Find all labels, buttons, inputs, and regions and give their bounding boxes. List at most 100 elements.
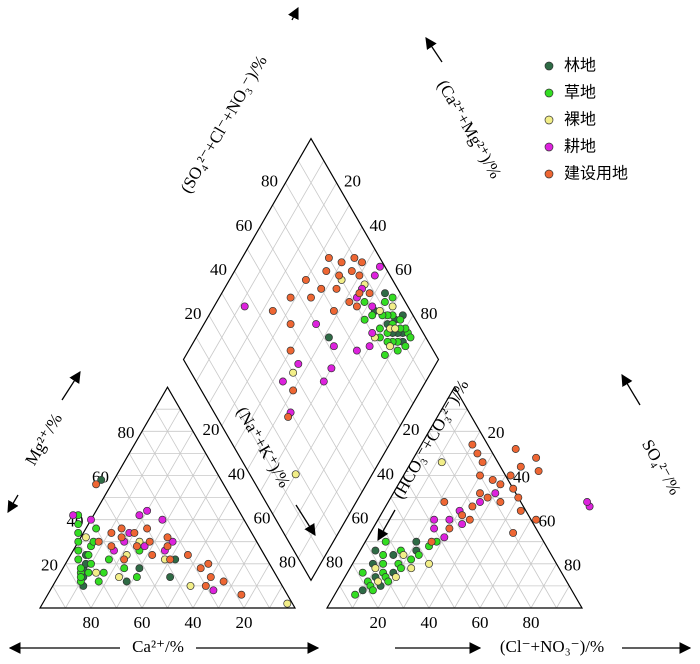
data-point	[278, 377, 287, 386]
grid-line	[154, 409, 270, 609]
tick-label: 80	[261, 172, 278, 191]
data-point	[329, 306, 338, 315]
tick-label: 40	[513, 467, 530, 486]
grid-line	[192, 519, 245, 609]
data-point	[130, 528, 139, 537]
data-point	[352, 346, 361, 355]
data-point	[391, 324, 400, 333]
data-point	[368, 329, 377, 337]
data-point	[135, 511, 144, 520]
data-point	[148, 551, 157, 559]
data-point	[324, 253, 333, 262]
data-point	[329, 342, 338, 351]
data-point	[143, 524, 152, 533]
data-point	[286, 293, 295, 302]
data-point	[322, 267, 331, 276]
grid-line	[243, 563, 270, 609]
data-point	[337, 258, 346, 267]
data-point	[104, 555, 113, 564]
arrow-mg	[61, 371, 81, 401]
tick-label: 40	[185, 613, 202, 632]
data-point	[368, 586, 377, 595]
data-point	[388, 293, 397, 302]
data-point	[468, 502, 477, 511]
data-points	[69, 253, 594, 608]
grid-line	[128, 453, 219, 609]
tick-label: 40	[210, 260, 227, 279]
tick-label: 20	[236, 613, 253, 632]
data-point	[307, 293, 315, 302]
data-point	[430, 524, 439, 533]
data-point	[74, 546, 83, 555]
data-point	[196, 564, 205, 573]
grid-line	[269, 585, 283, 609]
data-point	[289, 368, 298, 377]
grid-line	[479, 519, 532, 609]
grid-line	[530, 563, 557, 609]
data-point	[206, 573, 215, 582]
tick-label: 60	[395, 260, 412, 279]
data-point	[284, 412, 293, 421]
data-point	[401, 342, 410, 351]
grid-line	[103, 497, 168, 609]
data-point	[509, 484, 518, 493]
diamond	[182, 137, 440, 582]
data-point	[412, 537, 421, 546]
tick-label: 60	[254, 509, 271, 528]
arrow-hco3	[377, 509, 396, 542]
data-point	[465, 515, 474, 524]
data-point	[488, 475, 497, 484]
arrow-so4	[621, 373, 641, 406]
grid-line	[390, 497, 455, 609]
data-point	[291, 470, 300, 479]
tick-label: 20	[185, 304, 202, 323]
tick-label: 20	[403, 420, 420, 439]
tick-label: 80	[83, 613, 100, 632]
data-point	[163, 542, 172, 551]
tick-label: 20	[41, 556, 58, 575]
arrow-na	[295, 504, 316, 536]
data-point	[406, 333, 415, 342]
data-point	[283, 599, 292, 608]
axis-label-hco3: (HCO₃⁻+CO₃²⁻)/%	[389, 376, 473, 502]
grid-line	[167, 497, 232, 609]
data-point	[365, 342, 374, 351]
data-point	[294, 359, 303, 368]
data-point	[496, 480, 505, 489]
axis-label-mg: Mg²⁺/%	[21, 410, 66, 468]
data-point	[204, 559, 213, 568]
data-point	[345, 298, 354, 306]
data-point	[375, 306, 384, 315]
legend-marker	[544, 61, 554, 71]
data-point	[379, 551, 388, 559]
data-point	[120, 564, 129, 573]
tick-label: 40	[377, 464, 394, 483]
data-point	[445, 515, 454, 524]
data-point	[511, 445, 520, 453]
data-point	[69, 511, 78, 520]
tick-label: 80	[279, 553, 296, 572]
data-point	[391, 573, 400, 582]
legend-marker	[544, 142, 554, 152]
grid-line	[208, 182, 337, 404]
data-point	[358, 586, 367, 595]
data-point	[440, 498, 449, 506]
tick-label: 60	[134, 613, 151, 632]
data-point	[355, 289, 364, 298]
grid-line	[556, 585, 570, 609]
data-point	[440, 533, 449, 542]
data-point	[117, 524, 126, 533]
grid-line	[52, 585, 66, 609]
data-point	[371, 546, 380, 555]
arrow-mg-tail	[7, 494, 19, 514]
data-point	[74, 537, 83, 546]
data-point	[92, 568, 101, 577]
grid-lines	[52, 160, 570, 609]
data-point	[166, 573, 175, 582]
axis-label-so4: SO₄²⁻/%	[638, 436, 685, 498]
grid-line	[259, 226, 388, 448]
grid-line	[505, 541, 545, 609]
data-point	[351, 590, 360, 599]
